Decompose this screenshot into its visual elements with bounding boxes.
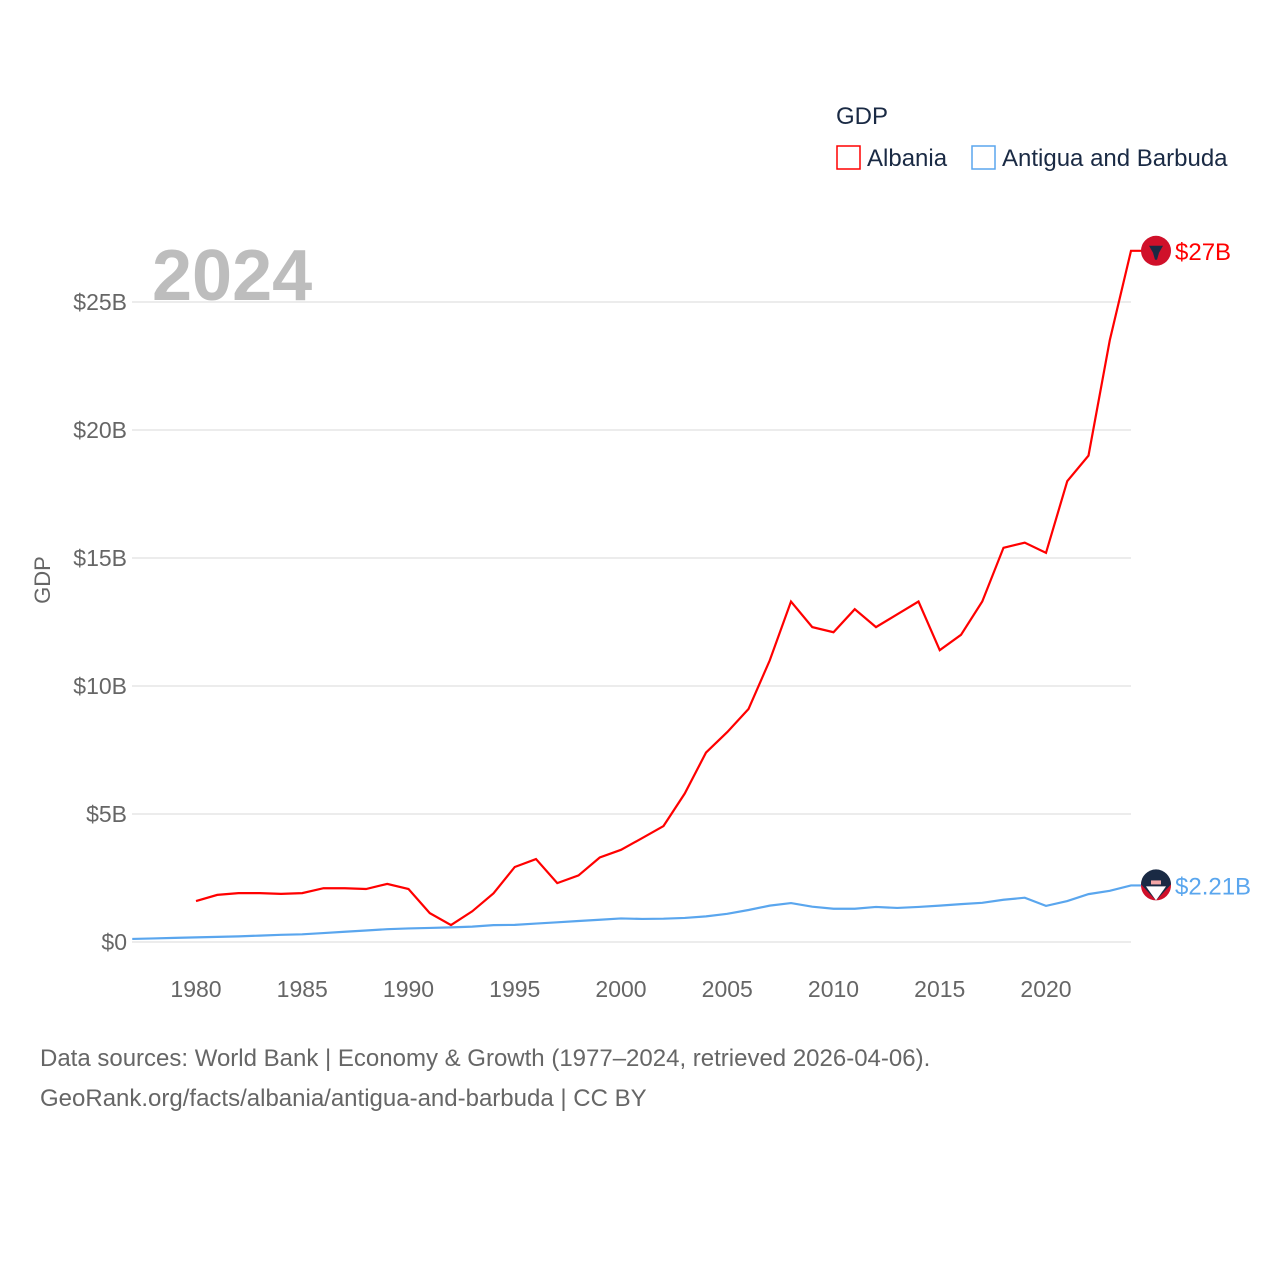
legend-item-albania[interactable]: Albania — [836, 145, 948, 172]
legend-swatch-albania — [836, 145, 861, 170]
y-tick-label: $5B — [86, 801, 127, 827]
y-tick-label: $10B — [73, 673, 127, 699]
y-tick-label: $25B — [73, 289, 127, 315]
x-tick-label: 1985 — [277, 976, 328, 1002]
x-tick-label: 2010 — [808, 976, 859, 1002]
x-tick-label: 1990 — [383, 976, 434, 1002]
series-line-antigua — [132, 884, 1142, 941]
albania-flag-icon — [1141, 235, 1171, 266]
y-tick-label: $0 — [101, 929, 127, 955]
x-tick-label: 2005 — [702, 976, 753, 1002]
x-tick-label: 1980 — [170, 976, 221, 1002]
x-tick-label: 2015 — [914, 976, 965, 1002]
y-tick-label: $15B — [73, 545, 127, 571]
x-tick-label: 2000 — [595, 976, 646, 1002]
legend-label-antigua: Antigua and Barbuda — [1002, 145, 1228, 172]
legend-label-albania: Albania — [867, 145, 948, 172]
legend-swatch-antigua — [971, 145, 996, 170]
end-value-label: $2.21B — [1175, 873, 1251, 900]
legend-title: GDP — [836, 103, 888, 130]
x-tick-label: 2020 — [1020, 976, 1071, 1002]
source-line-1: Data sources: World Bank | Economy & Gro… — [40, 1045, 931, 1072]
source-line-2[interactable]: GeoRank.org/facts/albania/antigua-and-ba… — [40, 1085, 647, 1112]
antigua-flag-icon — [1141, 869, 1171, 901]
year-watermark: 2024 — [152, 236, 312, 316]
y-axis-label: GDP — [30, 556, 55, 604]
y-tick-label: $20B — [73, 417, 127, 443]
end-value-label: $27B — [1175, 239, 1231, 266]
x-tick-label: 1995 — [489, 976, 540, 1002]
series-line-albania — [195, 249, 1142, 927]
legend-item-antigua[interactable]: Antigua and Barbuda — [971, 145, 1228, 172]
